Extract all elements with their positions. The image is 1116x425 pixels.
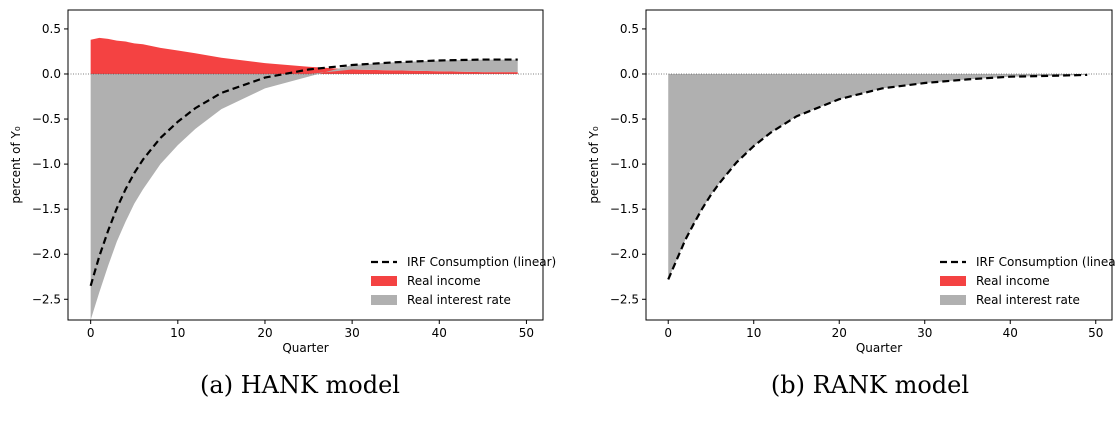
line — [89, 58, 518, 287]
legend-swatch — [940, 276, 966, 286]
y-axis-label: percent of Y₀ — [9, 126, 23, 203]
area — [668, 73, 1088, 280]
legend-swatch — [371, 276, 397, 286]
y-tick-label: −2.5 — [610, 292, 639, 306]
x-tick-label: 30 — [917, 326, 932, 340]
legend-label: IRF Consumption (linear) — [407, 255, 556, 269]
caption: (a) HANK model — [200, 371, 400, 399]
x-tick-label: 40 — [432, 326, 447, 340]
caption: (b) RANK model — [771, 371, 969, 399]
line — [667, 73, 1088, 280]
legend-label: Real interest rate — [407, 293, 511, 307]
subplot: 0 10 20 30 40 50 −2.5 −2.0 −1.5 −1.0 −0.5 0.0 0.5 Qua… — [9, 9, 556, 399]
y-tick-label: 0.0 — [620, 67, 639, 81]
x-tick-label: 50 — [519, 326, 534, 340]
x-axis-label: Quarter — [856, 341, 902, 355]
subplot: 0 10 20 30 40 50 −2.5 −2.0 −1.5 −1.0 −0.5 0.0 0.5 Qua… — [587, 9, 1116, 399]
y-tick-label: −1.5 — [610, 202, 639, 216]
x-tick-label: 50 — [1088, 326, 1103, 340]
area — [90, 59, 518, 320]
y-tick-label: −0.5 — [610, 112, 639, 126]
y-tick-label: −1.0 — [610, 157, 639, 171]
plot-frame — [645, 9, 1113, 321]
legend-label: Real interest rate — [976, 293, 1080, 307]
y-tick-label: −1.0 — [32, 157, 61, 171]
x-tick-label: 20 — [257, 326, 272, 340]
x-tick-label: 10 — [746, 326, 761, 340]
legend-swatch — [940, 295, 966, 305]
x-axis-label: Quarter — [282, 341, 328, 355]
y-axis-label: percent of Y₀ — [587, 126, 601, 203]
x-tick-label: 10 — [170, 326, 185, 340]
y-tick-label: −2.0 — [32, 247, 61, 261]
legend-swatch — [371, 295, 397, 305]
area — [90, 37, 518, 74]
y-tick-label: −2.0 — [610, 247, 639, 261]
legend-label: Real income — [976, 274, 1050, 288]
y-tick-label: −2.5 — [32, 292, 61, 306]
x-tick-label: 40 — [1003, 326, 1018, 340]
legend-label: Real income — [407, 274, 481, 288]
x-tick-label: 30 — [344, 326, 359, 340]
y-tick-label: 0.5 — [620, 22, 639, 36]
legend-label: IRF Consumption (linear) — [976, 255, 1116, 269]
x-tick-label: 20 — [832, 326, 847, 340]
y-tick-label: 0.0 — [42, 67, 61, 81]
x-tick-label: 0 — [87, 326, 95, 340]
y-tick-label: 0.5 — [42, 22, 61, 36]
y-tick-label: −1.5 — [32, 202, 61, 216]
plot-frame — [67, 9, 544, 321]
x-tick-label: 0 — [664, 326, 672, 340]
y-tick-label: −0.5 — [32, 112, 61, 126]
